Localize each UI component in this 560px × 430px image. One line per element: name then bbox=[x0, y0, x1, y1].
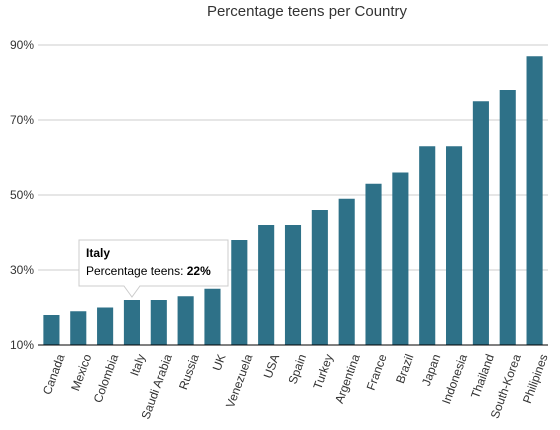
tooltip-value: 22% bbox=[187, 264, 211, 278]
bar-france[interactable] bbox=[365, 183, 382, 345]
y-tick-label: 30% bbox=[10, 263, 34, 277]
bar-canada[interactable] bbox=[43, 315, 60, 345]
bar-usa[interactable] bbox=[258, 225, 275, 345]
tooltip-category: Italy bbox=[86, 246, 110, 260]
bar-mexico[interactable] bbox=[70, 311, 87, 345]
x-tick-label: Brazil bbox=[393, 352, 416, 385]
x-tick-label: UK bbox=[210, 352, 229, 372]
tooltip: Italy Percentage teens: 22% bbox=[78, 239, 229, 298]
y-tick-label: 90% bbox=[10, 38, 34, 52]
bar-japan[interactable] bbox=[419, 146, 436, 345]
x-tick-label: Philipines bbox=[520, 352, 551, 405]
x-tick-label: Japan bbox=[419, 352, 443, 388]
bar-brazil[interactable] bbox=[392, 172, 409, 346]
x-tick-label: Colombia bbox=[91, 352, 122, 405]
bar-italy[interactable] bbox=[123, 300, 140, 345]
bar-indonesia[interactable] bbox=[446, 146, 463, 345]
x-tick-label: Venezuela bbox=[223, 352, 255, 410]
x-tick-label: USA bbox=[261, 352, 283, 380]
tooltip-line: Percentage teens: 22% bbox=[86, 264, 211, 278]
x-tick-label: Italy bbox=[127, 352, 148, 377]
bar-argentina[interactable] bbox=[338, 198, 355, 345]
x-tick-label: Canada bbox=[40, 352, 68, 397]
bar-turkey[interactable] bbox=[311, 210, 328, 345]
bar-saudi-arabia[interactable] bbox=[150, 300, 167, 345]
y-tick-label: 50% bbox=[10, 188, 34, 202]
bar-south-korea[interactable] bbox=[499, 90, 516, 345]
x-tick-label: Russia bbox=[176, 352, 202, 392]
tooltip-box bbox=[78, 239, 229, 298]
bar-russia[interactable] bbox=[177, 296, 194, 345]
y-axis-ticks: 10% 30% 50% 70% 90% bbox=[10, 38, 34, 352]
bar-thailand[interactable] bbox=[472, 101, 489, 345]
x-tick-label: Mexico bbox=[68, 352, 94, 393]
x-tick-label: Turkey bbox=[310, 352, 336, 391]
bar-colombia[interactable] bbox=[97, 307, 114, 346]
x-tick-label: France bbox=[364, 352, 390, 392]
bars bbox=[43, 56, 543, 346]
y-tick-label: 70% bbox=[10, 113, 34, 127]
x-tick-label: Argentina bbox=[332, 352, 363, 405]
x-tick-label: Indonesia bbox=[439, 352, 470, 406]
x-tick-label: Spain bbox=[285, 352, 309, 386]
x-tick-label: Thailand bbox=[468, 352, 497, 400]
bar-philipines[interactable] bbox=[526, 56, 543, 345]
chart-title: Percentage teens per Country bbox=[207, 3, 408, 20]
tooltip-label: Percentage teens: bbox=[86, 264, 187, 278]
bar-spain[interactable] bbox=[284, 225, 302, 345]
y-tick-label: 10% bbox=[10, 338, 34, 352]
bar-venezuela[interactable] bbox=[231, 240, 248, 345]
bar-uk[interactable] bbox=[204, 288, 221, 345]
